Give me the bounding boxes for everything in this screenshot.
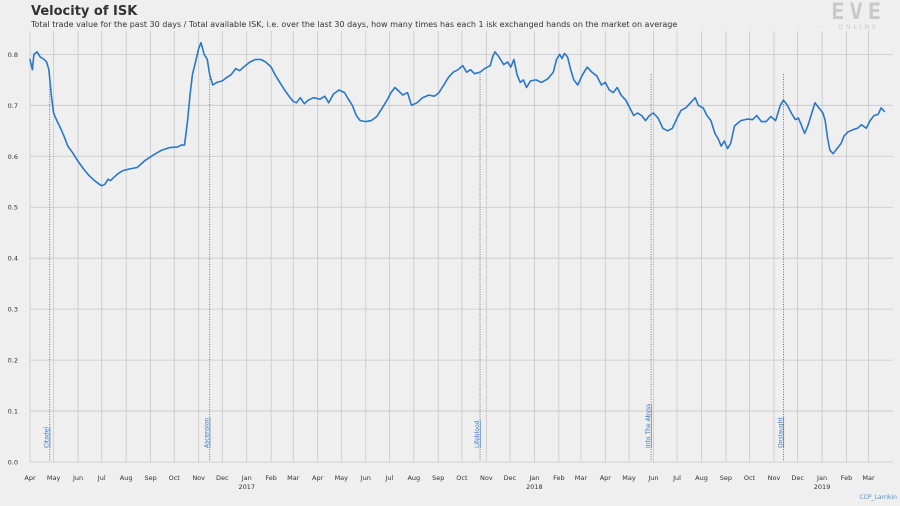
chart-title: Velocity of ISK bbox=[31, 4, 138, 19]
x-tick-label: Nov bbox=[192, 474, 205, 482]
annotation-label: Into The Abyss bbox=[645, 404, 652, 448]
y-tick-label: 0.5 bbox=[8, 204, 18, 212]
x-tick-label: Nov bbox=[768, 474, 781, 482]
x-tick-label: Jul bbox=[672, 474, 681, 482]
annotation-layer: Citadel Ascension Lifeblood Into The Abyss O… bbox=[44, 74, 784, 460]
x-tick-label: Feb bbox=[553, 474, 565, 482]
x-tick-label: Dec bbox=[216, 474, 229, 482]
y-tick-label: 0.4 bbox=[8, 255, 18, 263]
x-tick-label: Dec bbox=[791, 474, 804, 482]
author-credit: CCP_Larrikin bbox=[859, 494, 897, 501]
x-tick-label: Jan bbox=[241, 474, 252, 482]
series-line bbox=[29, 41, 886, 187]
x-tick-label: Nov bbox=[480, 474, 493, 482]
x-tick-label: Sep bbox=[144, 474, 156, 482]
x-tick-label: Jun bbox=[647, 474, 658, 482]
annotation-label: Citadel bbox=[44, 427, 51, 448]
x-tick-label: Aug bbox=[407, 474, 420, 482]
axis-ticks: 0.0 0.1 0.2 0.3 0.4 0.5 0.6 0.7 0.8 Apr May Jun Jul A… bbox=[8, 51, 875, 491]
x-tick-year-label: 2019 bbox=[814, 483, 831, 491]
x-tick-label: Mar bbox=[862, 474, 875, 482]
x-tick-year-label: 2017 bbox=[238, 483, 255, 491]
x-tick-label: Mar bbox=[287, 474, 300, 482]
y-tick-label: 0.0 bbox=[8, 459, 18, 467]
x-tick-label: Sep bbox=[432, 474, 444, 482]
annotation-label: Lifeblood bbox=[474, 420, 481, 448]
x-tick-label: Apr bbox=[600, 474, 612, 482]
series-layer bbox=[29, 41, 886, 187]
x-tick-label: Jul bbox=[384, 474, 393, 482]
y-tick-label: 0.8 bbox=[8, 51, 18, 59]
logo-main-text: EVE bbox=[831, 0, 886, 25]
annotation-label: Onslaught bbox=[777, 417, 784, 448]
chart-grid bbox=[29, 31, 893, 463]
annotation-label: Ascension bbox=[204, 418, 211, 448]
x-tick-label: Feb bbox=[841, 474, 853, 482]
y-tick-label: 0.7 bbox=[8, 102, 18, 110]
x-tick-label: May bbox=[47, 474, 61, 482]
y-tick-label: 0.6 bbox=[8, 153, 18, 161]
x-tick-label: Jul bbox=[97, 474, 106, 482]
x-tick-label: Jun bbox=[72, 474, 83, 482]
x-tick-label: May bbox=[335, 474, 349, 482]
x-tick-label: Jan bbox=[528, 474, 539, 482]
chart-subtitle: Total trade value for the past 30 days /… bbox=[31, 20, 678, 29]
x-tick-label: Aug bbox=[695, 474, 708, 482]
x-tick-label: Apr bbox=[24, 474, 36, 482]
x-tick-label: Aug bbox=[120, 474, 133, 482]
x-tick-label: Sep bbox=[720, 474, 732, 482]
eve-online-logo: EVE ONLINE bbox=[831, 0, 886, 32]
x-tick-label: Apr bbox=[312, 474, 324, 482]
x-tick-label: Jan bbox=[816, 474, 827, 482]
y-tick-label: 0.2 bbox=[8, 357, 18, 365]
x-tick-label: May bbox=[622, 474, 636, 482]
x-tick-label: Oct bbox=[456, 474, 468, 482]
x-tick-label: Jun bbox=[360, 474, 371, 482]
x-tick-label: Feb bbox=[265, 474, 277, 482]
logo-sub-text: ONLINE bbox=[838, 24, 879, 31]
x-tick-label: Oct bbox=[169, 474, 181, 482]
y-tick-label: 0.3 bbox=[8, 306, 18, 314]
x-tick-label: Dec bbox=[504, 474, 517, 482]
x-tick-label: Mar bbox=[575, 474, 588, 482]
x-tick-label: Oct bbox=[744, 474, 756, 482]
y-tick-label: 0.1 bbox=[8, 408, 18, 416]
x-tick-year-label: 2018 bbox=[526, 483, 543, 491]
